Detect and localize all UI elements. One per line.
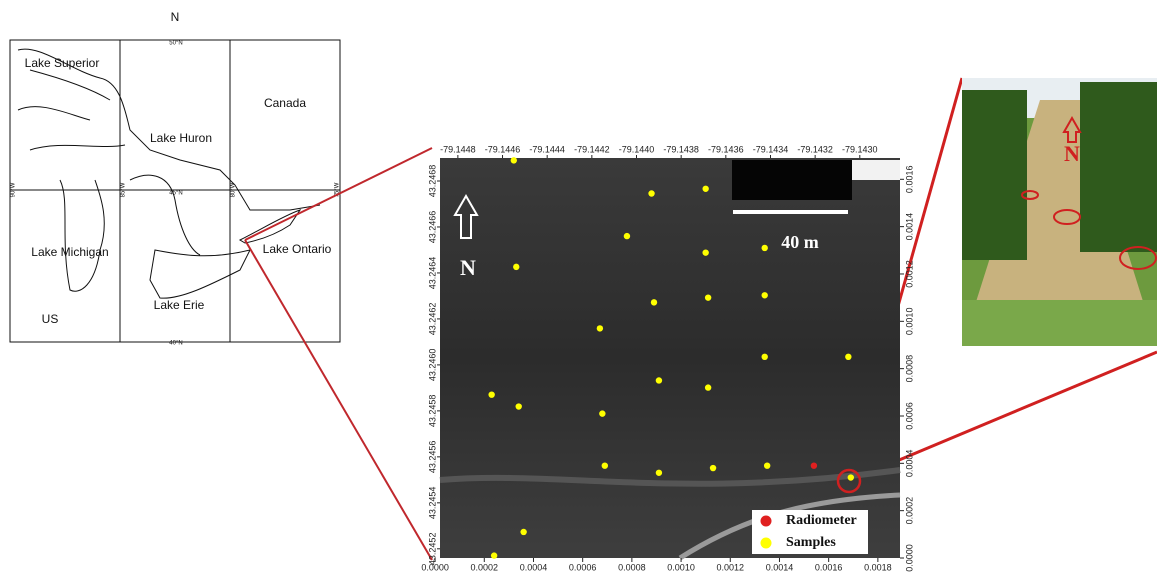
- data-point: [651, 299, 657, 305]
- x2-tick-label: -79.1432: [797, 144, 833, 154]
- y-tick-label: 0.0014: [904, 213, 914, 241]
- x-tick-label: 0.0006: [569, 562, 597, 572]
- x2-tick-label: -79.1438: [663, 144, 699, 154]
- north-label: N: [460, 255, 476, 280]
- legend-label: Radiometer: [786, 513, 857, 528]
- grid-label: 80°W: [231, 182, 237, 197]
- data-point: [656, 377, 662, 383]
- field-image: [440, 158, 900, 558]
- y-tick-label: 0.0000: [904, 544, 914, 572]
- y2-tick-label: 43.2462: [427, 303, 437, 336]
- place-label: US: [42, 312, 59, 326]
- y-tick-label: 0.0004: [904, 450, 914, 478]
- place-label: Lake Michigan: [31, 245, 108, 259]
- y-tick-label: 0.0002: [904, 497, 914, 525]
- data-point: [848, 474, 854, 480]
- legend-swatch: [761, 516, 772, 527]
- place-label: Lake Superior: [25, 56, 100, 70]
- figure: N Lake Superior Lake Huron Canada Lake M…: [0, 0, 1157, 574]
- data-point: [710, 465, 716, 471]
- place-label: Lake Huron: [150, 131, 212, 145]
- data-point: [762, 245, 768, 251]
- x2-tick-label: -79.1434: [753, 144, 789, 154]
- x2-tick-label: -79.1442: [574, 144, 610, 154]
- data-point: [762, 354, 768, 360]
- y2-tick-label: 43.2468: [427, 165, 437, 198]
- data-point: [762, 292, 768, 298]
- x-tick-label: 0.0008: [618, 562, 646, 572]
- data-point: [488, 391, 494, 397]
- legend-label: Samples: [786, 535, 836, 550]
- legend-swatch: [761, 538, 772, 549]
- x-tick-label: 0.0014: [766, 562, 794, 572]
- place-label: Canada: [264, 96, 306, 110]
- place-label: Lake Erie: [154, 298, 205, 312]
- field-shadow: [732, 160, 852, 200]
- x-tick-label: 0.0010: [667, 562, 695, 572]
- data-point: [511, 157, 517, 163]
- y2-tick-label: 43.2458: [427, 395, 437, 428]
- grid-label: 40°N: [169, 341, 182, 347]
- y2-tick-label: 43.2452: [427, 533, 437, 566]
- y2-tick-label: 43.2466: [427, 211, 437, 244]
- x-tick-label: 0.0012: [717, 562, 745, 572]
- grid-label: 85°W: [121, 182, 127, 197]
- data-point: [624, 233, 630, 239]
- data-point: [656, 470, 662, 476]
- x2-tick-label: -79.1430: [842, 144, 878, 154]
- regional-map: N Lake Superior Lake Huron Canada Lake M…: [10, 10, 341, 346]
- grid-label: 50°N: [169, 41, 182, 47]
- place-label: Lake Ontario: [263, 242, 332, 256]
- data-point: [648, 190, 654, 196]
- scale-label: 40 m: [781, 232, 819, 252]
- data-point: [811, 462, 817, 468]
- y2-tick-label: 43.2454: [427, 487, 437, 520]
- y-tick-label: 0.0016: [904, 166, 914, 194]
- x-tick-label: 0.0018: [864, 562, 892, 572]
- x-tick-label: 0.0016: [815, 562, 843, 572]
- photo-vines: [1080, 82, 1157, 252]
- x2-tick-label: -79.1444: [529, 144, 565, 154]
- data-point: [602, 462, 608, 468]
- y-tick-label: 0.0006: [904, 402, 914, 430]
- x2-tick-label: -79.1446: [485, 144, 521, 154]
- data-point: [702, 249, 708, 255]
- data-point: [599, 410, 605, 416]
- grid-label: 90°W: [11, 182, 17, 197]
- data-point: [764, 462, 770, 468]
- x-tick-label: 0.0002: [471, 562, 499, 572]
- grid-label: 45°N: [169, 191, 182, 197]
- photo-grass: [962, 300, 1157, 346]
- y2-tick-label: 43.2460: [427, 349, 437, 382]
- field-photo: N: [962, 78, 1157, 346]
- y-tick-label: 0.0010: [904, 308, 914, 336]
- y-tick-label: 0.0012: [904, 260, 914, 288]
- north-label: N: [171, 10, 180, 24]
- data-point: [516, 403, 522, 409]
- x-tick-label: 0.0004: [520, 562, 548, 572]
- data-point: [513, 264, 519, 270]
- data-point: [705, 384, 711, 390]
- photo-vines: [962, 90, 1027, 260]
- x2-tick-label: -79.1436: [708, 144, 744, 154]
- data-point: [520, 529, 526, 535]
- data-point: [705, 294, 711, 300]
- y2-tick-label: 43.2464: [427, 257, 437, 290]
- field-edge: [852, 160, 900, 180]
- data-point: [702, 186, 708, 192]
- data-point: [491, 552, 497, 558]
- x2-tick-label: -79.1448: [440, 144, 476, 154]
- x2-tick-label: -79.1440: [619, 144, 655, 154]
- y-tick-label: 0.0008: [904, 355, 914, 383]
- data-point: [845, 354, 851, 360]
- north-label: N: [1064, 141, 1080, 166]
- data-point: [597, 325, 603, 331]
- y2-tick-label: 43.2456: [427, 441, 437, 474]
